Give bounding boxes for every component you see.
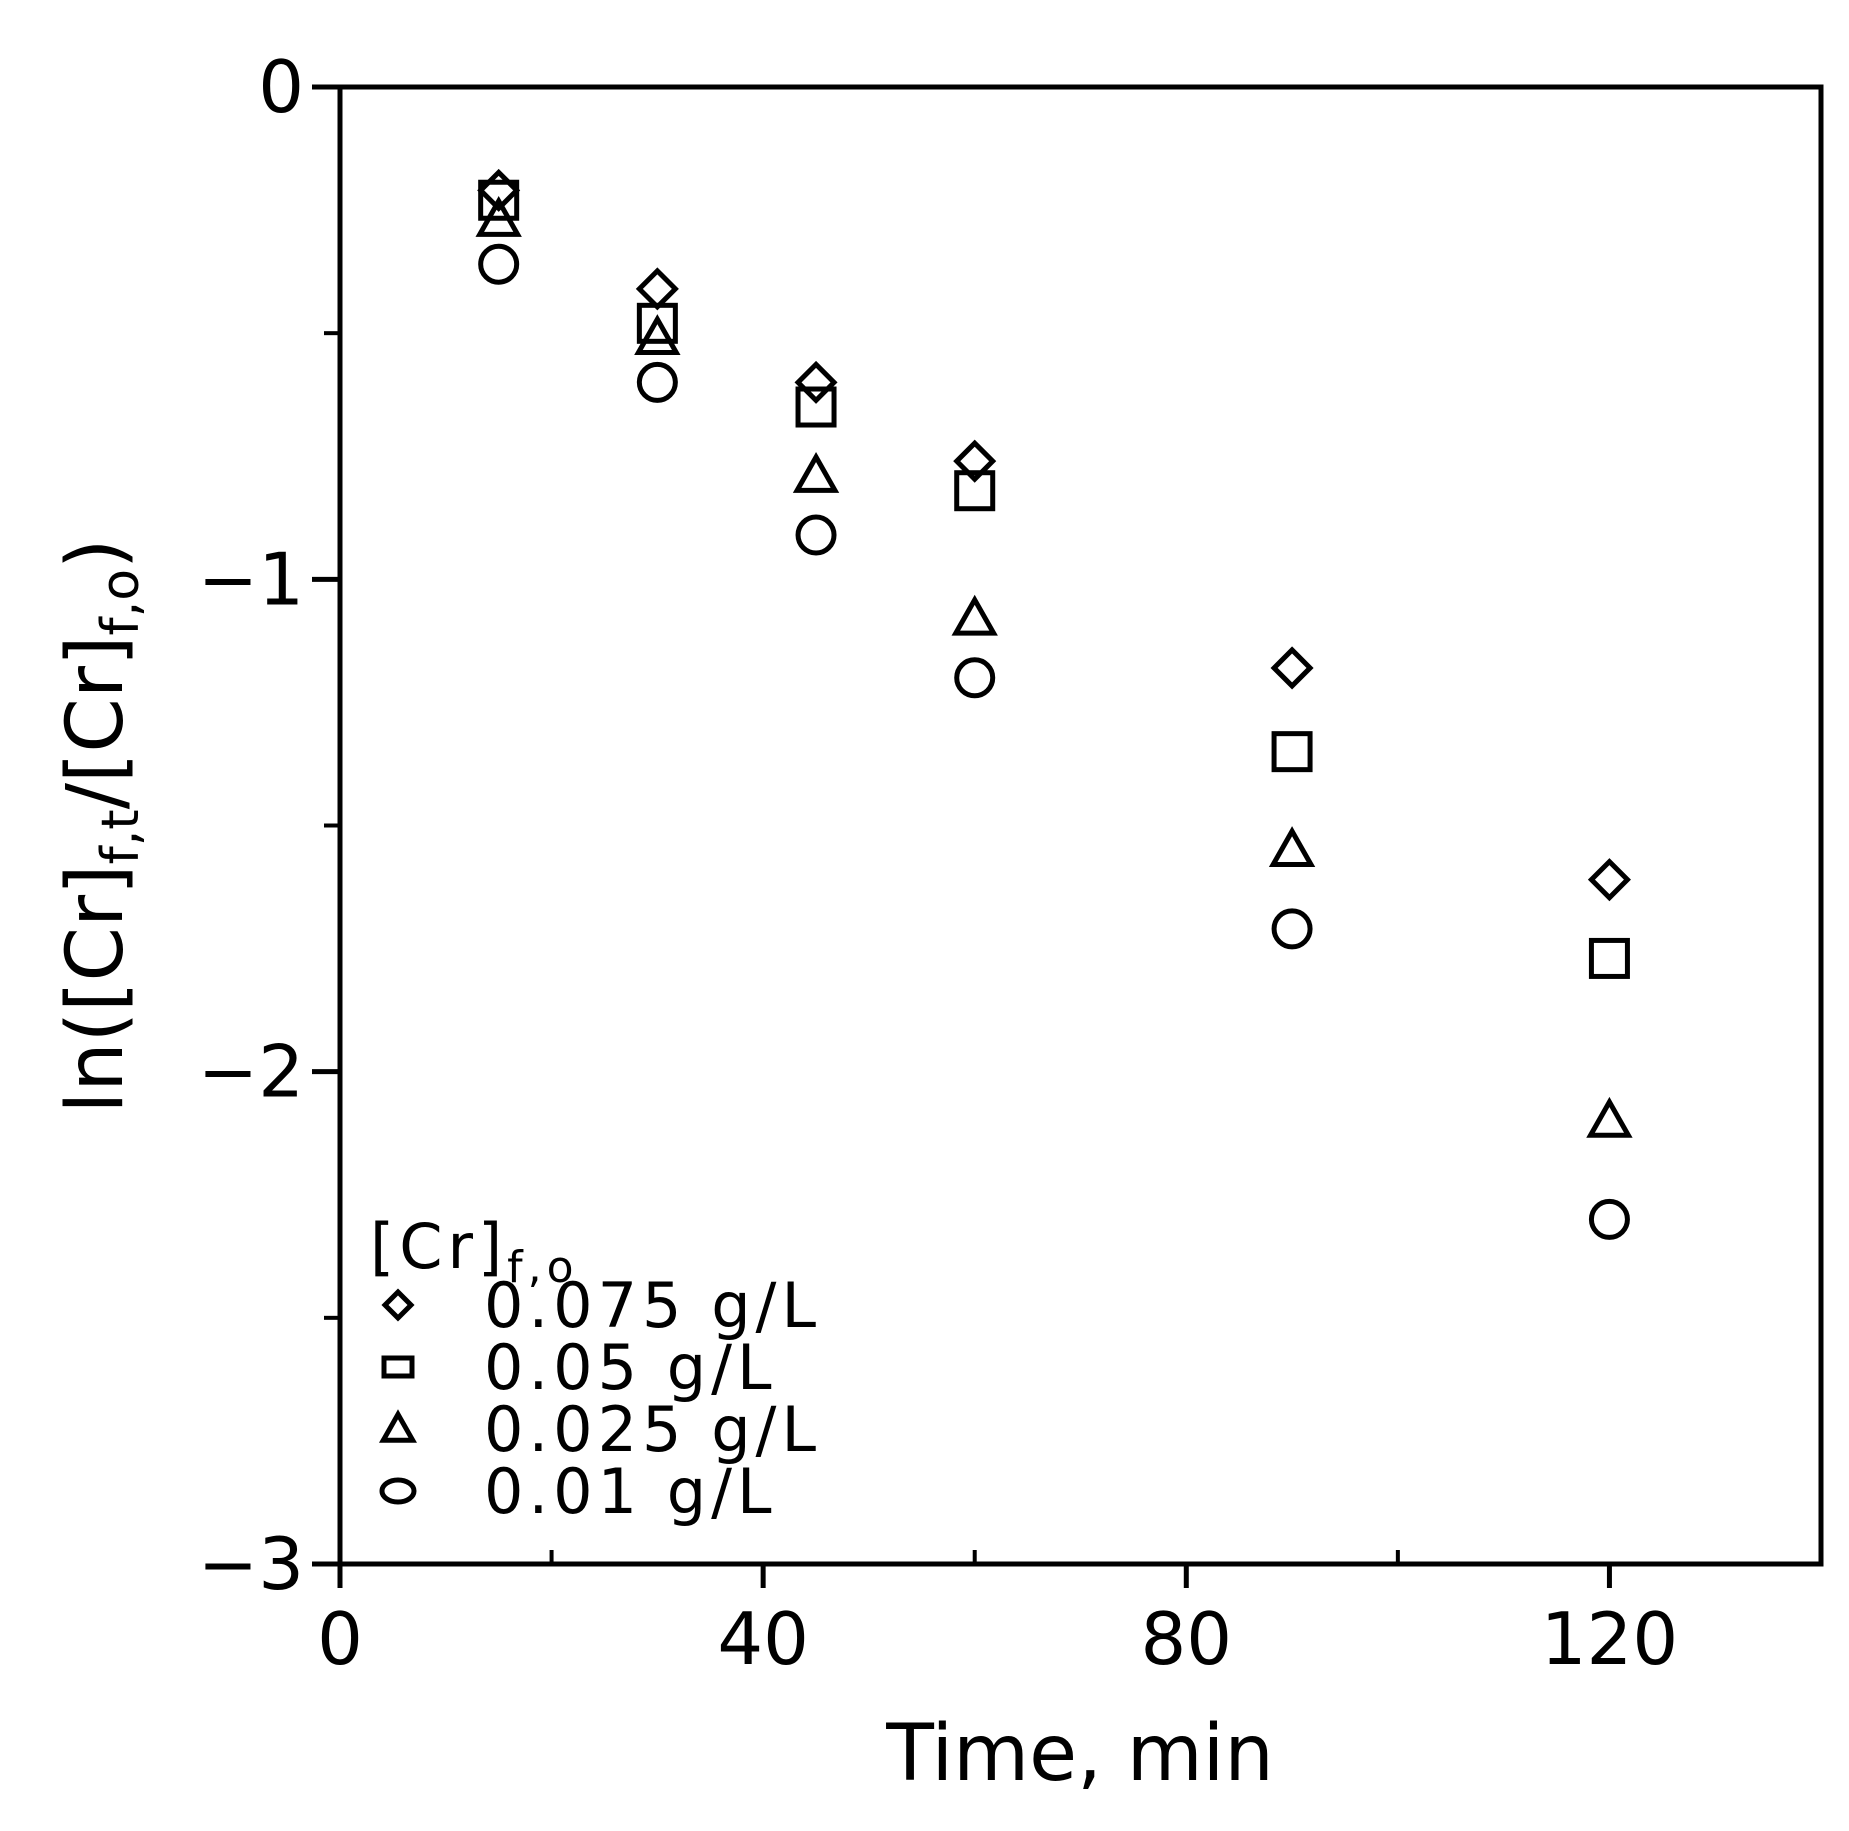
legend-title: [Cr]f,o: [370, 1210, 579, 1293]
y-tick-label: 0: [258, 45, 304, 129]
square-point: [478, 179, 520, 221]
circle-point: [1271, 908, 1313, 950]
square-point: [1271, 731, 1313, 773]
triangle-point: [1586, 1096, 1633, 1138]
circle-point: [795, 514, 837, 556]
diamond-point: [794, 360, 838, 404]
legend-title-main: [Cr]: [370, 1210, 507, 1283]
legend-triangle-marker: [379, 1409, 417, 1443]
legend-circle-marker: [379, 1477, 417, 1505]
circle-point: [954, 657, 996, 699]
legend-square-marker: [381, 1355, 415, 1379]
square-point: [954, 470, 996, 512]
legend-entry-label: 0.025 g/L: [484, 1393, 821, 1466]
y-axis-label-sub1: f,t: [91, 809, 151, 864]
square-point: [795, 386, 837, 428]
legend-title-sub: f,o: [507, 1242, 578, 1293]
x-tick-label: 120: [1541, 1597, 1678, 1681]
legend-entry-label: 0.075 g/L: [484, 1269, 821, 1342]
diamond-point: [1270, 646, 1314, 690]
legend-entry-label: 0.05 g/L: [484, 1331, 777, 1404]
square-point: [636, 302, 678, 344]
legend: [Cr]f,o 0.075 g/L0.05 g/L0.025 g/L0.01 g…: [370, 1210, 821, 1528]
triangle-point: [951, 594, 998, 636]
x-tick-label: 40: [717, 1597, 809, 1681]
legend-diamond-marker: [381, 1288, 415, 1322]
triangle-point: [1268, 826, 1316, 868]
diamond-point: [1587, 858, 1631, 902]
triangle-point: [475, 195, 522, 237]
y-axis-label-sub2: f,o: [91, 569, 151, 636]
y-ticks: 0 −1 −2 −3: [198, 45, 340, 1606]
legend-entry-label: 0.01 g/L: [484, 1455, 777, 1528]
triangle-point: [792, 451, 840, 493]
y-tick-label: −1: [198, 537, 304, 621]
circle-point: [478, 243, 520, 285]
square-point: [1588, 937, 1630, 979]
x-axis-label: Time, min: [885, 1709, 1274, 1799]
x-tick-label: 0: [317, 1597, 363, 1681]
triangle-point: [634, 314, 681, 355]
x-tick-label: 80: [1140, 1597, 1232, 1681]
y-axis-label-main: ln([Cr]: [51, 865, 141, 1114]
y-axis-label: ln([Cr]f,t/[Cr]f,o): [51, 539, 151, 1114]
y-tick-label: −3: [198, 1522, 304, 1606]
diamond-point: [953, 439, 997, 483]
x-ticks: 0 40 80 120: [317, 1550, 1678, 1681]
y-axis-label-end: ): [51, 539, 141, 569]
y-tick-label: −2: [198, 1030, 304, 1114]
diamond-point: [635, 267, 679, 311]
circle-point: [636, 361, 678, 403]
data-points: [475, 168, 1633, 1240]
y-axis-label-mid: /[Cr]: [51, 636, 141, 810]
circle-point: [1588, 1198, 1630, 1240]
